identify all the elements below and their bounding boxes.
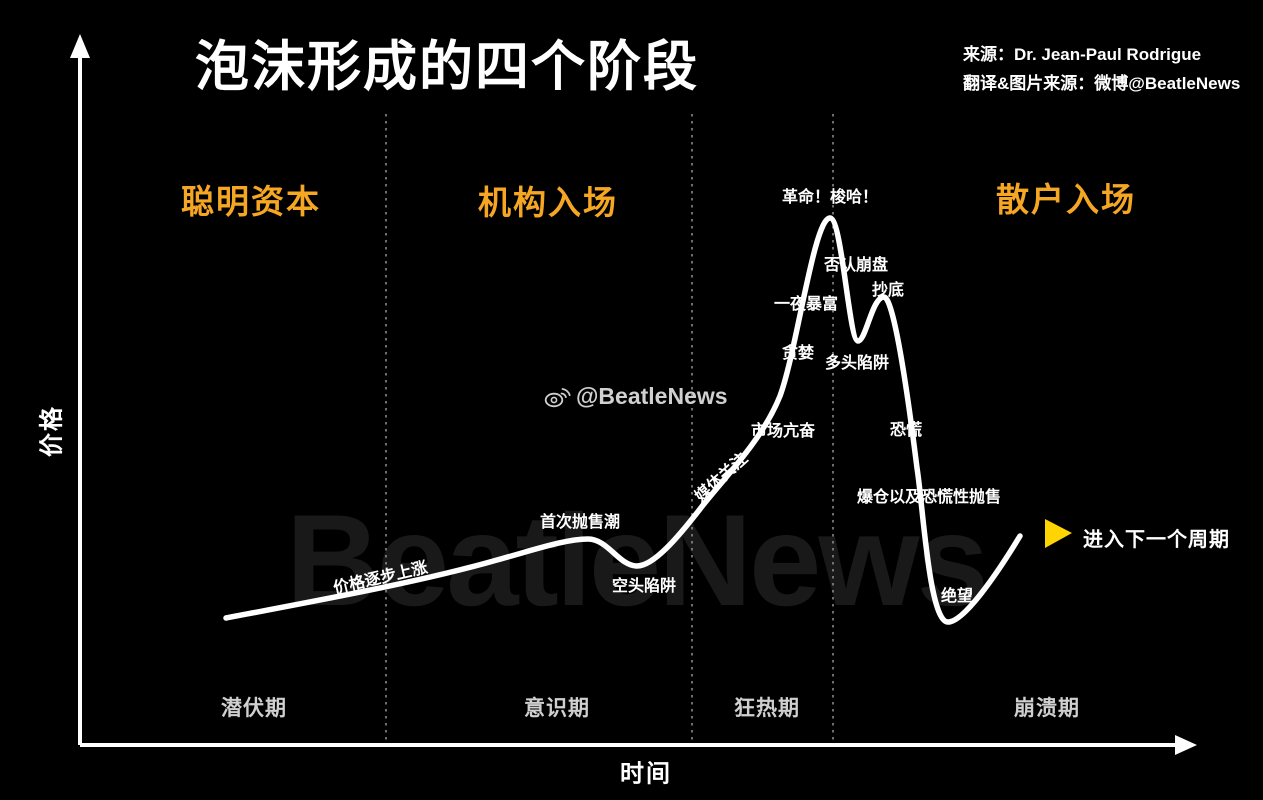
- stage-header-retail: 散户入场: [996, 181, 1136, 218]
- annotation-denial: 否认崩盘: [823, 257, 889, 274]
- annotation-buy-dip: 抄底: [871, 282, 905, 299]
- annotation-first-selloff: 首次抛售潮: [539, 514, 621, 531]
- x-axis-label: 时间: [620, 760, 672, 788]
- phase-label-awareness: 意识期: [524, 697, 590, 720]
- x-axis: [80, 735, 1197, 755]
- price-curve: [223, 215, 1023, 625]
- annotation-fear: 恐慌: [889, 422, 923, 439]
- source-attribution: 来源：Dr. Jean-Paul Rodrigue 翻译&图片来源：微博@Bea…: [963, 40, 1240, 98]
- phase-label-stealth: 潜伏期: [221, 697, 287, 720]
- page-title: 泡沫形成的四个阶段: [195, 37, 699, 97]
- y-axis: [70, 34, 90, 745]
- annotation-bull-trap: 多头陷阱: [824, 355, 890, 372]
- source-line: 来源：Dr. Jean-Paul Rodrigue: [963, 45, 1202, 64]
- translation-credit-line: 翻译&图片来源：微博@BeatleNews: [963, 74, 1241, 93]
- annotation-next-cycle: 进入下一个周期: [1083, 529, 1230, 551]
- y-axis-label: 价格: [38, 405, 66, 457]
- weibo-handle-text: @BeatleNews: [576, 383, 728, 409]
- annotation-capitulation: 爆仓以及恐慌性抛售: [856, 489, 1002, 506]
- phase-label-blowoff: 崩溃期: [1014, 697, 1080, 720]
- annotation-delusion: 一夜暴富: [773, 296, 839, 313]
- annotation-greed: 贪婪: [781, 345, 815, 362]
- annotation-peak-shout: 革命！梭哈！: [781, 189, 879, 206]
- annotation-enthusiasm: 市场亢奋: [750, 423, 816, 440]
- stage-header-institutional: 机构入场: [478, 184, 618, 221]
- stage-header-smart-money: 聪明资本: [181, 183, 321, 220]
- weibo-icon: [544, 388, 571, 408]
- next-cycle-arrow-icon: [1045, 519, 1072, 548]
- annotation-bear-trap: 空头陷阱: [611, 578, 677, 595]
- background-watermark-text: BeatleNews: [286, 487, 989, 633]
- annotation-despair: 绝望: [940, 588, 974, 605]
- x-axis-arrow-icon: [1175, 735, 1197, 755]
- weibo-watermark: @BeatleNews: [544, 383, 728, 410]
- phase-label-mania: 狂热期: [734, 697, 800, 720]
- y-axis-arrow-icon: [70, 34, 90, 58]
